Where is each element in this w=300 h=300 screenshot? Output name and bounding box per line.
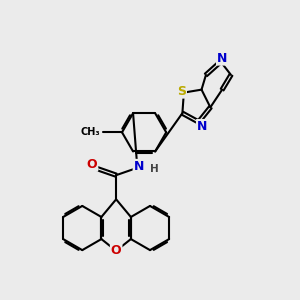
- Text: CH₃: CH₃: [81, 127, 100, 137]
- Text: N: N: [197, 120, 207, 133]
- Text: N: N: [134, 160, 144, 173]
- Text: O: O: [87, 158, 97, 171]
- Text: O: O: [111, 244, 122, 257]
- Text: N: N: [217, 52, 227, 64]
- Text: S: S: [177, 85, 186, 98]
- Text: H: H: [150, 164, 158, 174]
